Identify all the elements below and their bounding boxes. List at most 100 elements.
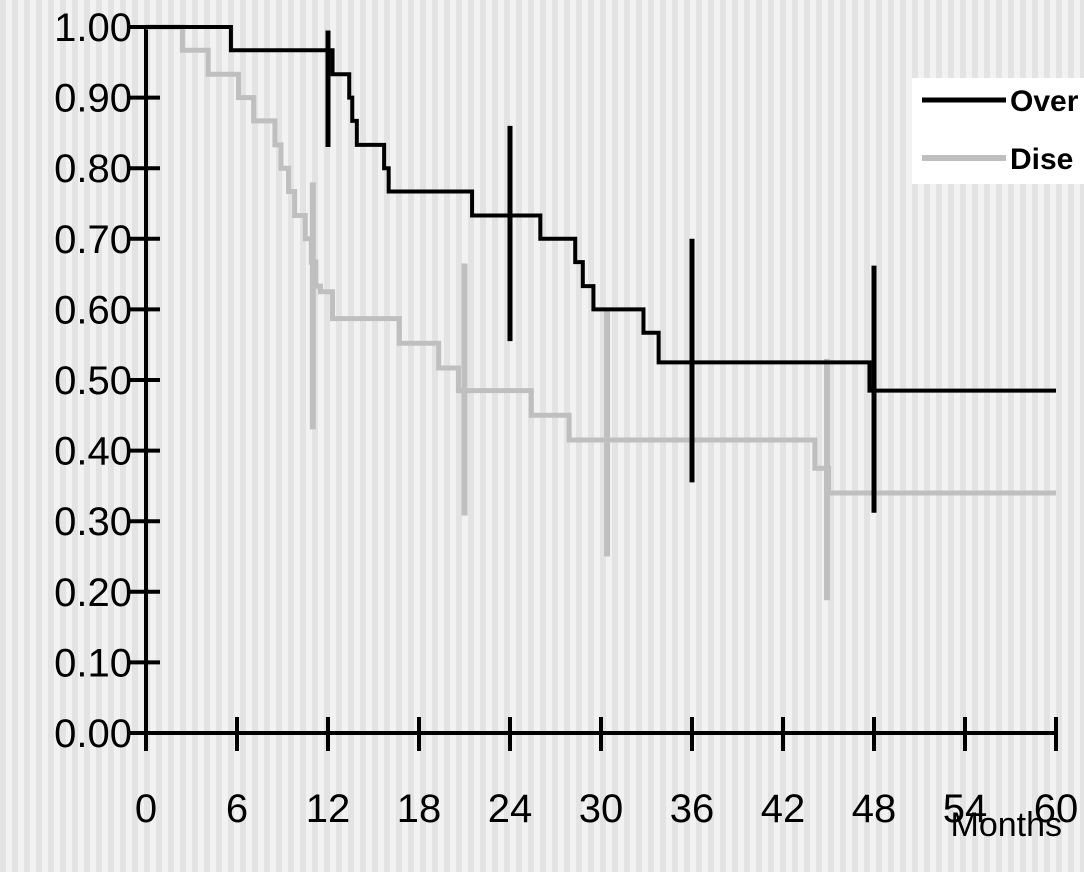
legend-label: Over <box>1010 85 1079 118</box>
background-stripe <box>84 0 90 872</box>
background-stripe <box>720 0 726 872</box>
background-stripe <box>12 0 18 872</box>
background-stripe <box>576 0 582 872</box>
background-stripe <box>864 0 870 872</box>
background-stripe <box>264 0 270 872</box>
legend: Over Dise <box>912 78 1084 184</box>
background-stripe <box>996 0 1002 872</box>
background-stripe <box>1020 0 1026 872</box>
background-stripe <box>648 0 654 872</box>
background-stripe <box>300 0 306 872</box>
background-stripe <box>396 0 402 872</box>
background-stripe <box>984 0 990 872</box>
background-stripe <box>408 0 414 872</box>
y-tick-label: 0.70 <box>54 218 132 262</box>
x-axis-title: Months <box>951 806 1063 844</box>
background-stripe <box>456 0 462 872</box>
background-stripe <box>288 0 294 872</box>
background-stripe <box>480 0 486 872</box>
y-tick-label: 0.10 <box>54 641 132 685</box>
background-stripe <box>756 0 762 872</box>
background-stripe <box>612 0 618 872</box>
background-stripe <box>672 0 678 872</box>
background-stripe <box>1044 0 1050 872</box>
y-tick-label: 1.00 <box>54 6 132 50</box>
background-stripe <box>504 0 510 872</box>
background-stripe <box>744 0 750 872</box>
background-stripe <box>936 0 942 872</box>
background-stripe <box>72 0 78 872</box>
background-stripe <box>432 0 438 872</box>
y-tick-label: 0.40 <box>54 430 132 474</box>
x-tick-label: 36 <box>670 787 715 831</box>
background-stripe <box>924 0 930 872</box>
y-tick-label: 0.00 <box>54 712 132 756</box>
y-tick-label: 0.80 <box>54 147 132 191</box>
y-tick-label: 0.90 <box>54 77 132 121</box>
background-stripe <box>444 0 450 872</box>
x-tick-label: 18 <box>397 787 442 831</box>
background-stripe <box>492 0 498 872</box>
series-dise <box>146 24 1056 601</box>
x-tick-label: 48 <box>852 787 897 831</box>
series-layer <box>146 24 1056 601</box>
background-stripe <box>384 0 390 872</box>
background-stripe <box>708 0 714 872</box>
background-stripe <box>348 0 354 872</box>
background-stripe <box>732 0 738 872</box>
background-stripe <box>840 0 846 872</box>
background-stripe <box>888 0 894 872</box>
tick-labels: 0.00 0.10 0.20 0.30 0.40 0.50 0.60 0.70 0.80 0.90… <box>54 6 1078 831</box>
background-stripe <box>324 0 330 872</box>
background-stripe <box>900 0 906 872</box>
background-stripe <box>852 0 858 872</box>
background-stripe <box>684 0 690 872</box>
background-stripe <box>360 0 366 872</box>
background-stripe <box>204 0 210 872</box>
background-stripe <box>636 0 642 872</box>
background-stripe <box>216 0 222 872</box>
background-stripe <box>468 0 474 872</box>
background-stripe <box>168 0 174 872</box>
background-stripe <box>624 0 630 872</box>
background-stripe <box>768 0 774 872</box>
background-stripe <box>696 0 702 872</box>
background-stripe <box>420 0 426 872</box>
x-tick-label: 30 <box>579 787 624 831</box>
background-stripe <box>48 0 54 872</box>
x-tick-label: 42 <box>761 787 806 831</box>
background-stripe <box>960 0 966 872</box>
background-stripe <box>24 0 30 872</box>
background-stripe <box>1080 0 1084 872</box>
background-stripe <box>372 0 378 872</box>
survival-curve <box>146 25 1056 393</box>
background-stripe <box>528 0 534 872</box>
background-stripe <box>912 0 918 872</box>
y-tick-label: 0.60 <box>54 288 132 332</box>
background-stripe <box>120 0 126 872</box>
background-stripe <box>108 0 114 872</box>
background-stripe <box>948 0 954 872</box>
background-stripe <box>816 0 822 872</box>
background-stripe <box>876 0 882 872</box>
y-tick-label: 0.30 <box>54 500 132 544</box>
background-stripe <box>660 0 666 872</box>
background-stripe <box>192 0 198 872</box>
background-stripe <box>252 0 258 872</box>
x-tick-label: 6 <box>226 787 248 831</box>
background-stripe <box>180 0 186 872</box>
x-tick-label: 0 <box>135 787 157 831</box>
background-stripe <box>312 0 318 872</box>
x-tick-label: 54 <box>943 787 988 831</box>
series-over <box>146 25 1056 513</box>
background-stripe <box>792 0 798 872</box>
background-stripe <box>552 0 558 872</box>
background-stripe <box>1032 0 1038 872</box>
y-tick-label: 0.50 <box>54 359 132 403</box>
x-tick-label: 24 <box>488 787 533 831</box>
background-stripe <box>588 0 594 872</box>
background-stripe <box>36 0 42 872</box>
background-stripe <box>156 0 162 872</box>
